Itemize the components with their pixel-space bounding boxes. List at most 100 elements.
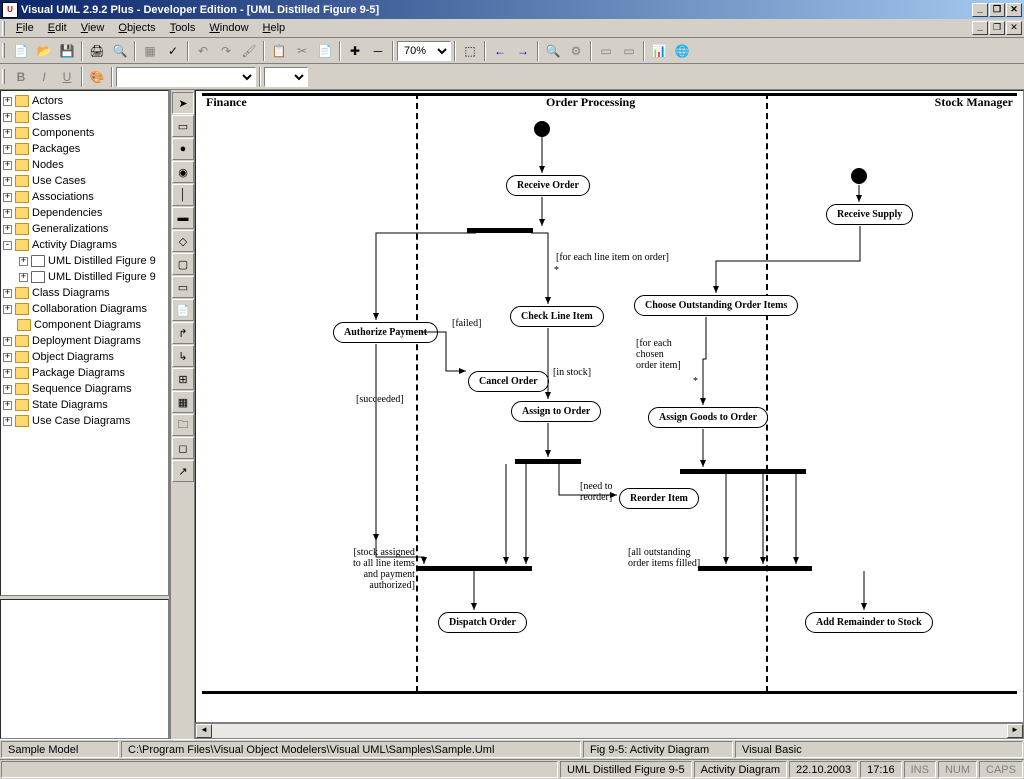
- tree-expander[interactable]: +: [3, 97, 12, 106]
- tree-item[interactable]: +Use Case Diagrams: [3, 413, 166, 429]
- save-button[interactable]: 💾: [56, 40, 78, 62]
- tree-item[interactable]: +Nodes: [3, 157, 166, 173]
- tree-expander[interactable]: +: [3, 385, 12, 394]
- tree-expander[interactable]: +: [3, 289, 12, 298]
- mdi-restore-button[interactable]: ❐: [989, 21, 1005, 35]
- tree-item[interactable]: +Components: [3, 125, 166, 141]
- activity-receive-supply[interactable]: Receive Supply: [826, 204, 913, 225]
- fwd-button[interactable]: →: [512, 40, 534, 62]
- open-button[interactable]: 📂: [33, 40, 55, 62]
- final-tool[interactable]: ◉: [172, 161, 194, 183]
- sync-bar[interactable]: [467, 228, 533, 233]
- tree-item[interactable]: +Class Diagrams: [3, 285, 166, 301]
- activity-assign-goods[interactable]: Assign Goods to Order: [648, 407, 768, 428]
- ref-tool[interactable]: ↱: [172, 322, 194, 344]
- tree-item[interactable]: +Collaboration Diagrams: [3, 301, 166, 317]
- brush-button[interactable]: 🖌: [238, 40, 260, 62]
- tree-item[interactable]: +Generalizations: [3, 221, 166, 237]
- tree-item[interactable]: +UML Distilled Figure 9: [3, 253, 166, 269]
- sync-bar[interactable]: [418, 566, 532, 571]
- pkg-tool[interactable]: 🗀: [172, 414, 194, 436]
- decision-tool[interactable]: ◇: [172, 230, 194, 252]
- swim-tool[interactable]: ⊞: [172, 368, 194, 390]
- web-button[interactable]: 🌐: [671, 40, 693, 62]
- tree-item[interactable]: +Sequence Diagrams: [3, 381, 166, 397]
- menu-tools[interactable]: Tools: [163, 20, 203, 36]
- tree-expander[interactable]: +: [3, 177, 12, 186]
- tree-expander[interactable]: -: [3, 241, 12, 250]
- tree-expander[interactable]: +: [3, 193, 12, 202]
- color-button[interactable]: 🎨: [86, 66, 108, 88]
- tree-item[interactable]: +Use Cases: [3, 173, 166, 189]
- scroll-right-button[interactable]: ►: [1007, 724, 1023, 738]
- bold-button[interactable]: B: [10, 66, 32, 88]
- print-button[interactable]: 🖨: [86, 40, 108, 62]
- spell-button[interactable]: ✓: [162, 40, 184, 62]
- close-button[interactable]: ✕: [1006, 3, 1022, 17]
- tree-expander[interactable]: +: [3, 369, 12, 378]
- tree-expander[interactable]: +: [3, 417, 12, 426]
- paste-button[interactable]: 📄: [314, 40, 336, 62]
- tree-item[interactable]: +Dependencies: [3, 205, 166, 221]
- new-button[interactable]: 📄: [10, 40, 32, 62]
- menu-window[interactable]: Window: [202, 20, 255, 36]
- mdi-close-button[interactable]: ✕: [1006, 21, 1022, 35]
- menu-help[interactable]: Help: [256, 20, 293, 36]
- chart-button[interactable]: 📊: [648, 40, 670, 62]
- rect-tool[interactable]: ▭: [172, 276, 194, 298]
- format-handle[interactable]: [2, 69, 5, 84]
- tree-expander[interactable]: +: [3, 145, 12, 154]
- maximize-button[interactable]: ❐: [989, 3, 1005, 17]
- link-tool[interactable]: ↗: [172, 460, 194, 482]
- preview-button[interactable]: 🔍: [109, 40, 131, 62]
- transition-tool[interactable]: │: [172, 184, 194, 206]
- find-button[interactable]: 🔍: [542, 40, 564, 62]
- tree-expander[interactable]: +: [3, 161, 12, 170]
- activity-reorder[interactable]: Reorder Item: [619, 488, 699, 509]
- tree-item[interactable]: +State Diagrams: [3, 397, 166, 413]
- tree-expander[interactable]: +: [19, 257, 28, 266]
- nav-button[interactable]: ⬚: [459, 40, 481, 62]
- tree-expander[interactable]: +: [3, 113, 12, 122]
- tree-expander[interactable]: +: [19, 273, 28, 282]
- menu-view[interactable]: View: [74, 20, 112, 36]
- tree-item[interactable]: Component Diagrams: [3, 317, 166, 333]
- sync-bar[interactable]: [515, 459, 581, 464]
- undo-button[interactable]: ↶: [192, 40, 214, 62]
- toolbar-handle[interactable]: [2, 43, 5, 58]
- activity-receive-order[interactable]: Receive Order: [506, 175, 590, 196]
- tool-button[interactable]: ▦: [139, 40, 161, 62]
- menu-objects[interactable]: Objects: [111, 20, 162, 36]
- initial-node[interactable]: [851, 168, 867, 184]
- ref2-tool[interactable]: ↳: [172, 345, 194, 367]
- tool2-button[interactable]: ⚙: [565, 40, 587, 62]
- model-tree[interactable]: +Actors+Classes+Components+Packages+Node…: [0, 90, 169, 596]
- diagram-canvas[interactable]: Finance Order Processing Stock Manager R…: [195, 90, 1024, 723]
- initial-tool[interactable]: ●: [172, 138, 194, 160]
- tree-item[interactable]: +Deployment Diagrams: [3, 333, 166, 349]
- tree-expander[interactable]: +: [3, 353, 12, 362]
- tree-item[interactable]: +UML Distilled Figure 9: [3, 269, 166, 285]
- italic-button[interactable]: I: [33, 66, 55, 88]
- action-tool[interactable]: ▢: [172, 253, 194, 275]
- menu-edit[interactable]: Edit: [41, 20, 74, 36]
- activity-add-remainder[interactable]: Add Remainder to Stock: [805, 612, 933, 633]
- sync-bar[interactable]: [698, 566, 812, 571]
- note-tool[interactable]: ▦: [172, 391, 194, 413]
- tree-item[interactable]: +Object Diagrams: [3, 349, 166, 365]
- tree-expander[interactable]: +: [3, 305, 12, 314]
- tool4-button[interactable]: ▭: [618, 40, 640, 62]
- tree-item[interactable]: +Packages: [3, 141, 166, 157]
- tree-item[interactable]: +Actors: [3, 93, 166, 109]
- activity-dispatch[interactable]: Dispatch Order: [438, 612, 527, 633]
- mdi-minimize-button[interactable]: _: [972, 21, 988, 35]
- tree-item[interactable]: -Activity Diagrams: [3, 237, 166, 253]
- tree-expander[interactable]: +: [3, 209, 12, 218]
- cut-button[interactable]: ✂: [291, 40, 313, 62]
- tree-item[interactable]: +Associations: [3, 189, 166, 205]
- activity-assign-order[interactable]: Assign to Order: [511, 401, 601, 422]
- shape-tool[interactable]: ◻: [172, 437, 194, 459]
- zoom-combo[interactable]: 70%: [397, 41, 451, 61]
- font-combo[interactable]: [116, 67, 256, 87]
- tool3-button[interactable]: ▭: [595, 40, 617, 62]
